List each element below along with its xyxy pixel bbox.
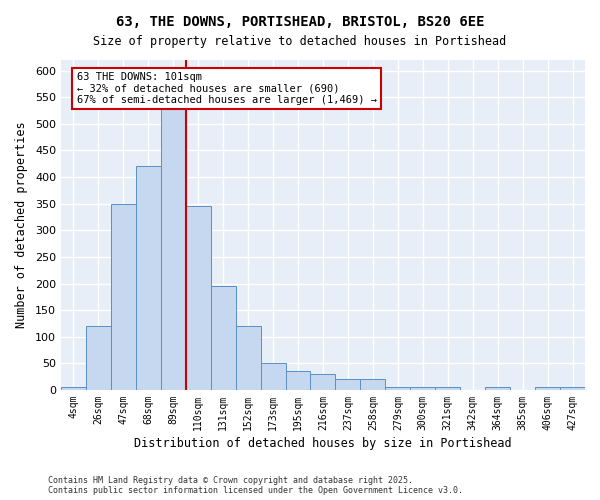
Y-axis label: Number of detached properties: Number of detached properties xyxy=(15,122,28,328)
Text: 63, THE DOWNS, PORTISHEAD, BRISTOL, BS20 6EE: 63, THE DOWNS, PORTISHEAD, BRISTOL, BS20… xyxy=(116,15,484,29)
Bar xyxy=(485,388,510,390)
Bar xyxy=(335,380,361,390)
Bar xyxy=(111,204,136,390)
Bar xyxy=(136,166,161,390)
Bar xyxy=(286,372,310,390)
Text: Size of property relative to detached houses in Portishead: Size of property relative to detached ho… xyxy=(94,35,506,48)
Bar xyxy=(61,388,86,390)
Text: Contains HM Land Registry data © Crown copyright and database right 2025.
Contai: Contains HM Land Registry data © Crown c… xyxy=(48,476,463,495)
Bar xyxy=(260,364,286,390)
Bar xyxy=(236,326,260,390)
Bar xyxy=(361,380,385,390)
Bar xyxy=(535,388,560,390)
X-axis label: Distribution of detached houses by size in Portishead: Distribution of detached houses by size … xyxy=(134,437,512,450)
Bar xyxy=(385,388,410,390)
Bar xyxy=(560,388,585,390)
Bar xyxy=(161,105,186,390)
Bar xyxy=(410,388,435,390)
Bar xyxy=(310,374,335,390)
Text: 63 THE DOWNS: 101sqm
← 32% of detached houses are smaller (690)
67% of semi-deta: 63 THE DOWNS: 101sqm ← 32% of detached h… xyxy=(77,72,377,105)
Bar xyxy=(211,286,236,390)
Bar xyxy=(435,388,460,390)
Bar xyxy=(186,206,211,390)
Bar xyxy=(86,326,111,390)
